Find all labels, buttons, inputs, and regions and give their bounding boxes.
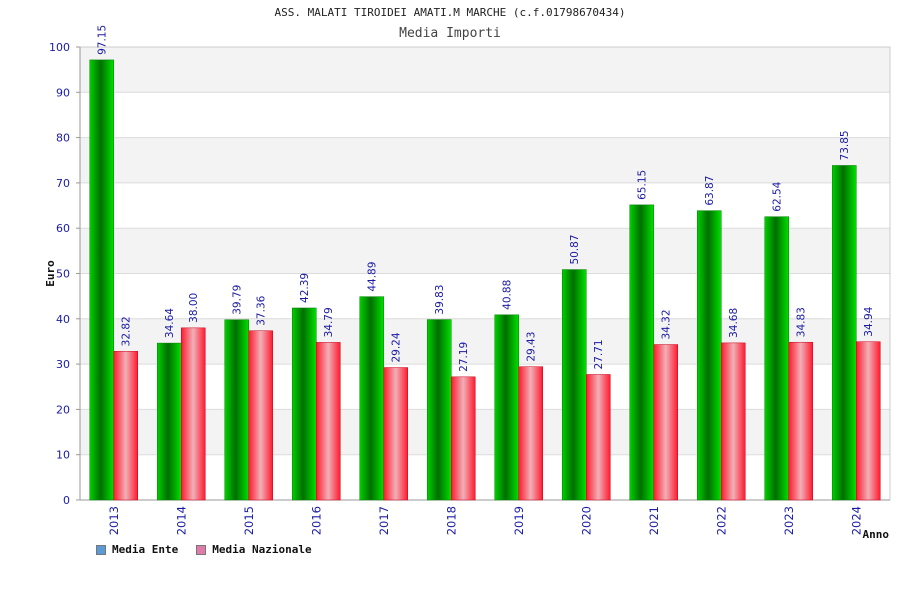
bar-media-nazionale [181,327,206,501]
legend-swatch-nazionale [196,544,207,555]
bar-media-ente [764,216,789,501]
bar-media-nazionale [316,342,341,501]
bar-media-ente [494,314,519,501]
data-label-media-ente: 63.87 [704,176,716,206]
data-label-media-ente: 39.79 [232,285,244,315]
y-tick-label: 30 [56,358,70,371]
bar-media-ente [157,342,182,501]
x-tick-label: 2020 [579,506,593,535]
data-label-media-nazionale: 34.68 [728,308,740,338]
data-label-media-nazionale: 37.36 [256,295,268,325]
legend-label-nazionale: Media Nazionale [212,543,312,556]
x-tick-label: 2022 [714,506,728,535]
grid-band [80,47,890,93]
legend-swatch-ente [96,544,106,555]
x-tick-label: 2015 [242,506,256,535]
chart-subtitle: Media Importi [399,26,501,41]
x-axis-label: Anno [863,528,890,541]
grid-band [80,228,890,274]
grid-band [80,92,890,138]
data-label-media-nazionale: 34.83 [796,307,808,337]
grid-band [80,137,890,183]
bar-media-nazionale [856,341,881,501]
data-label-media-ente: 34.64 [164,308,176,338]
grid-band [80,409,890,455]
bar-media-nazionale [788,341,813,501]
grid-band [80,318,890,365]
bar-media-nazionale [653,344,678,501]
y-tick-label: 90 [56,86,70,99]
x-tick-label: 2016 [309,506,323,535]
data-label-media-nazionale: 34.79 [323,307,335,337]
data-label-media-nazionale: 34.32 [661,309,673,339]
y-tick-label: 80 [56,132,70,145]
data-label-media-nazionale: 27.71 [593,339,605,369]
data-label-media-nazionale: 29.24 [391,332,403,362]
x-tick-label: 2013 [107,506,121,535]
x-tick-label: 2021 [647,506,661,535]
data-label-media-ente: 42.39 [299,273,311,303]
bar-media-nazionale [518,366,543,501]
bar-media-ente [224,319,249,501]
data-label-media-ente: 39.83 [434,285,446,315]
data-label-media-nazionale: 32.82 [121,316,133,346]
data-label-media-nazionale: 38.00 [188,293,200,323]
bar-media-nazionale [721,342,746,501]
data-label-media-ente: 97.15 [97,25,109,55]
grid-band [80,182,890,229]
x-tick-label: 2014 [174,506,188,535]
data-label-media-ente: 62.54 [772,181,784,211]
bar-media-ente [89,59,114,501]
x-tick-label: 2017 [377,506,391,535]
grid-band [80,273,890,319]
y-tick-label: 40 [56,313,70,326]
bar-media-ente [697,210,722,501]
data-label-media-ente: 40.88 [502,280,514,310]
grid-band [80,364,890,410]
legend-label-ente: Media Ente [112,543,179,556]
bar-media-ente [359,296,384,501]
y-axis-label: Euro [44,260,57,287]
legend-item-nazionale: Media Nazionale [196,543,312,556]
data-label-media-ente: 44.89 [367,262,379,292]
data-label-media-nazionale: 29.43 [526,332,538,362]
data-label-media-nazionale: 27.19 [458,342,470,372]
data-label-media-ente: 65.15 [637,170,649,200]
y-tick-label: 10 [56,449,70,462]
bar-media-ente [832,165,857,501]
data-label-media-ente: 73.85 [839,130,851,160]
x-tick-label: 2018 [444,506,458,535]
x-tick-label: 2019 [512,506,526,535]
y-tick-label: 0 [63,494,70,507]
bar-media-ente [427,319,452,501]
y-tick-label: 50 [56,268,70,281]
y-tick-label: 20 [56,403,70,416]
bar-media-nazionale [113,351,138,501]
legend-item-ente: Media Ente [96,543,178,556]
bar-media-nazionale [586,374,611,501]
bar-media-nazionale [383,367,408,501]
bar-media-nazionale [451,376,476,501]
x-tick-label: 2023 [782,506,796,535]
bar-media-nazionale [248,330,273,501]
x-tick-label: 2024 [849,506,863,535]
bar-media-ente [629,204,654,501]
y-tick-label: 70 [56,177,70,190]
y-tick-label: 100 [49,41,70,54]
bar-media-ente [292,307,317,501]
bar-media-ente [562,269,587,501]
data-label-media-nazionale: 34.94 [863,306,875,336]
chart-legend: Media Ente Media Nazionale [96,543,312,556]
data-label-media-ente: 50.87 [569,234,581,264]
grid-band [80,454,890,500]
y-tick-label: 60 [56,222,70,235]
chart-title: ASS. MALATI TIROIDEI AMATI.M MARCHE (c.f… [274,6,626,19]
